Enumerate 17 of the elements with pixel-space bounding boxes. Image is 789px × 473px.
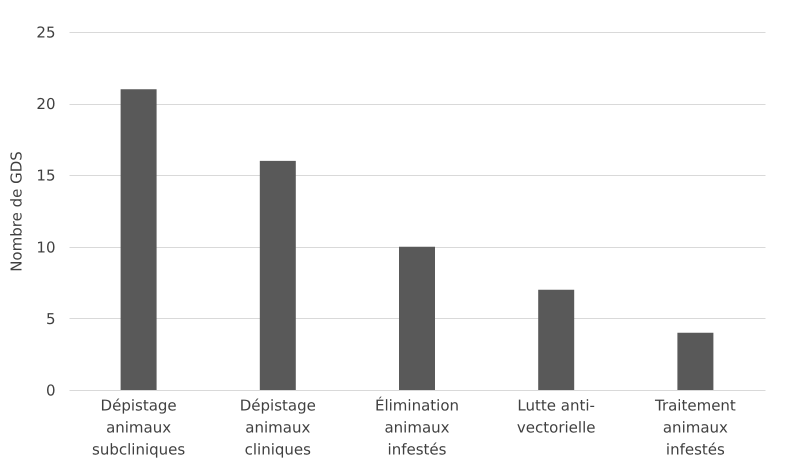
bar — [677, 332, 714, 390]
x-tick-label: Dépistage animaux subcliniques — [92, 396, 186, 458]
x-tick-label: Traitement animaux infestés — [654, 396, 736, 458]
x-tick-label: Lutte anti-vectorielle — [516, 396, 596, 436]
y-tick-label: 10 — [36, 238, 56, 256]
y-tick-label: 25 — [36, 24, 56, 42]
y-tick-label: 20 — [36, 95, 56, 114]
y-tick-label: 5 — [46, 310, 56, 328]
y-tick-label: 15 — [36, 166, 56, 185]
y-tick-label: 0 — [46, 382, 56, 400]
x-tick-label: Élimination animaux infestés — [374, 396, 460, 458]
bar — [538, 290, 574, 390]
bar — [120, 89, 157, 390]
y-axis-title: Nombre de GDS — [7, 151, 26, 272]
bar — [399, 246, 435, 390]
x-tick-label: Dépistage animaux cliniques — [240, 396, 316, 458]
bar — [260, 160, 296, 390]
